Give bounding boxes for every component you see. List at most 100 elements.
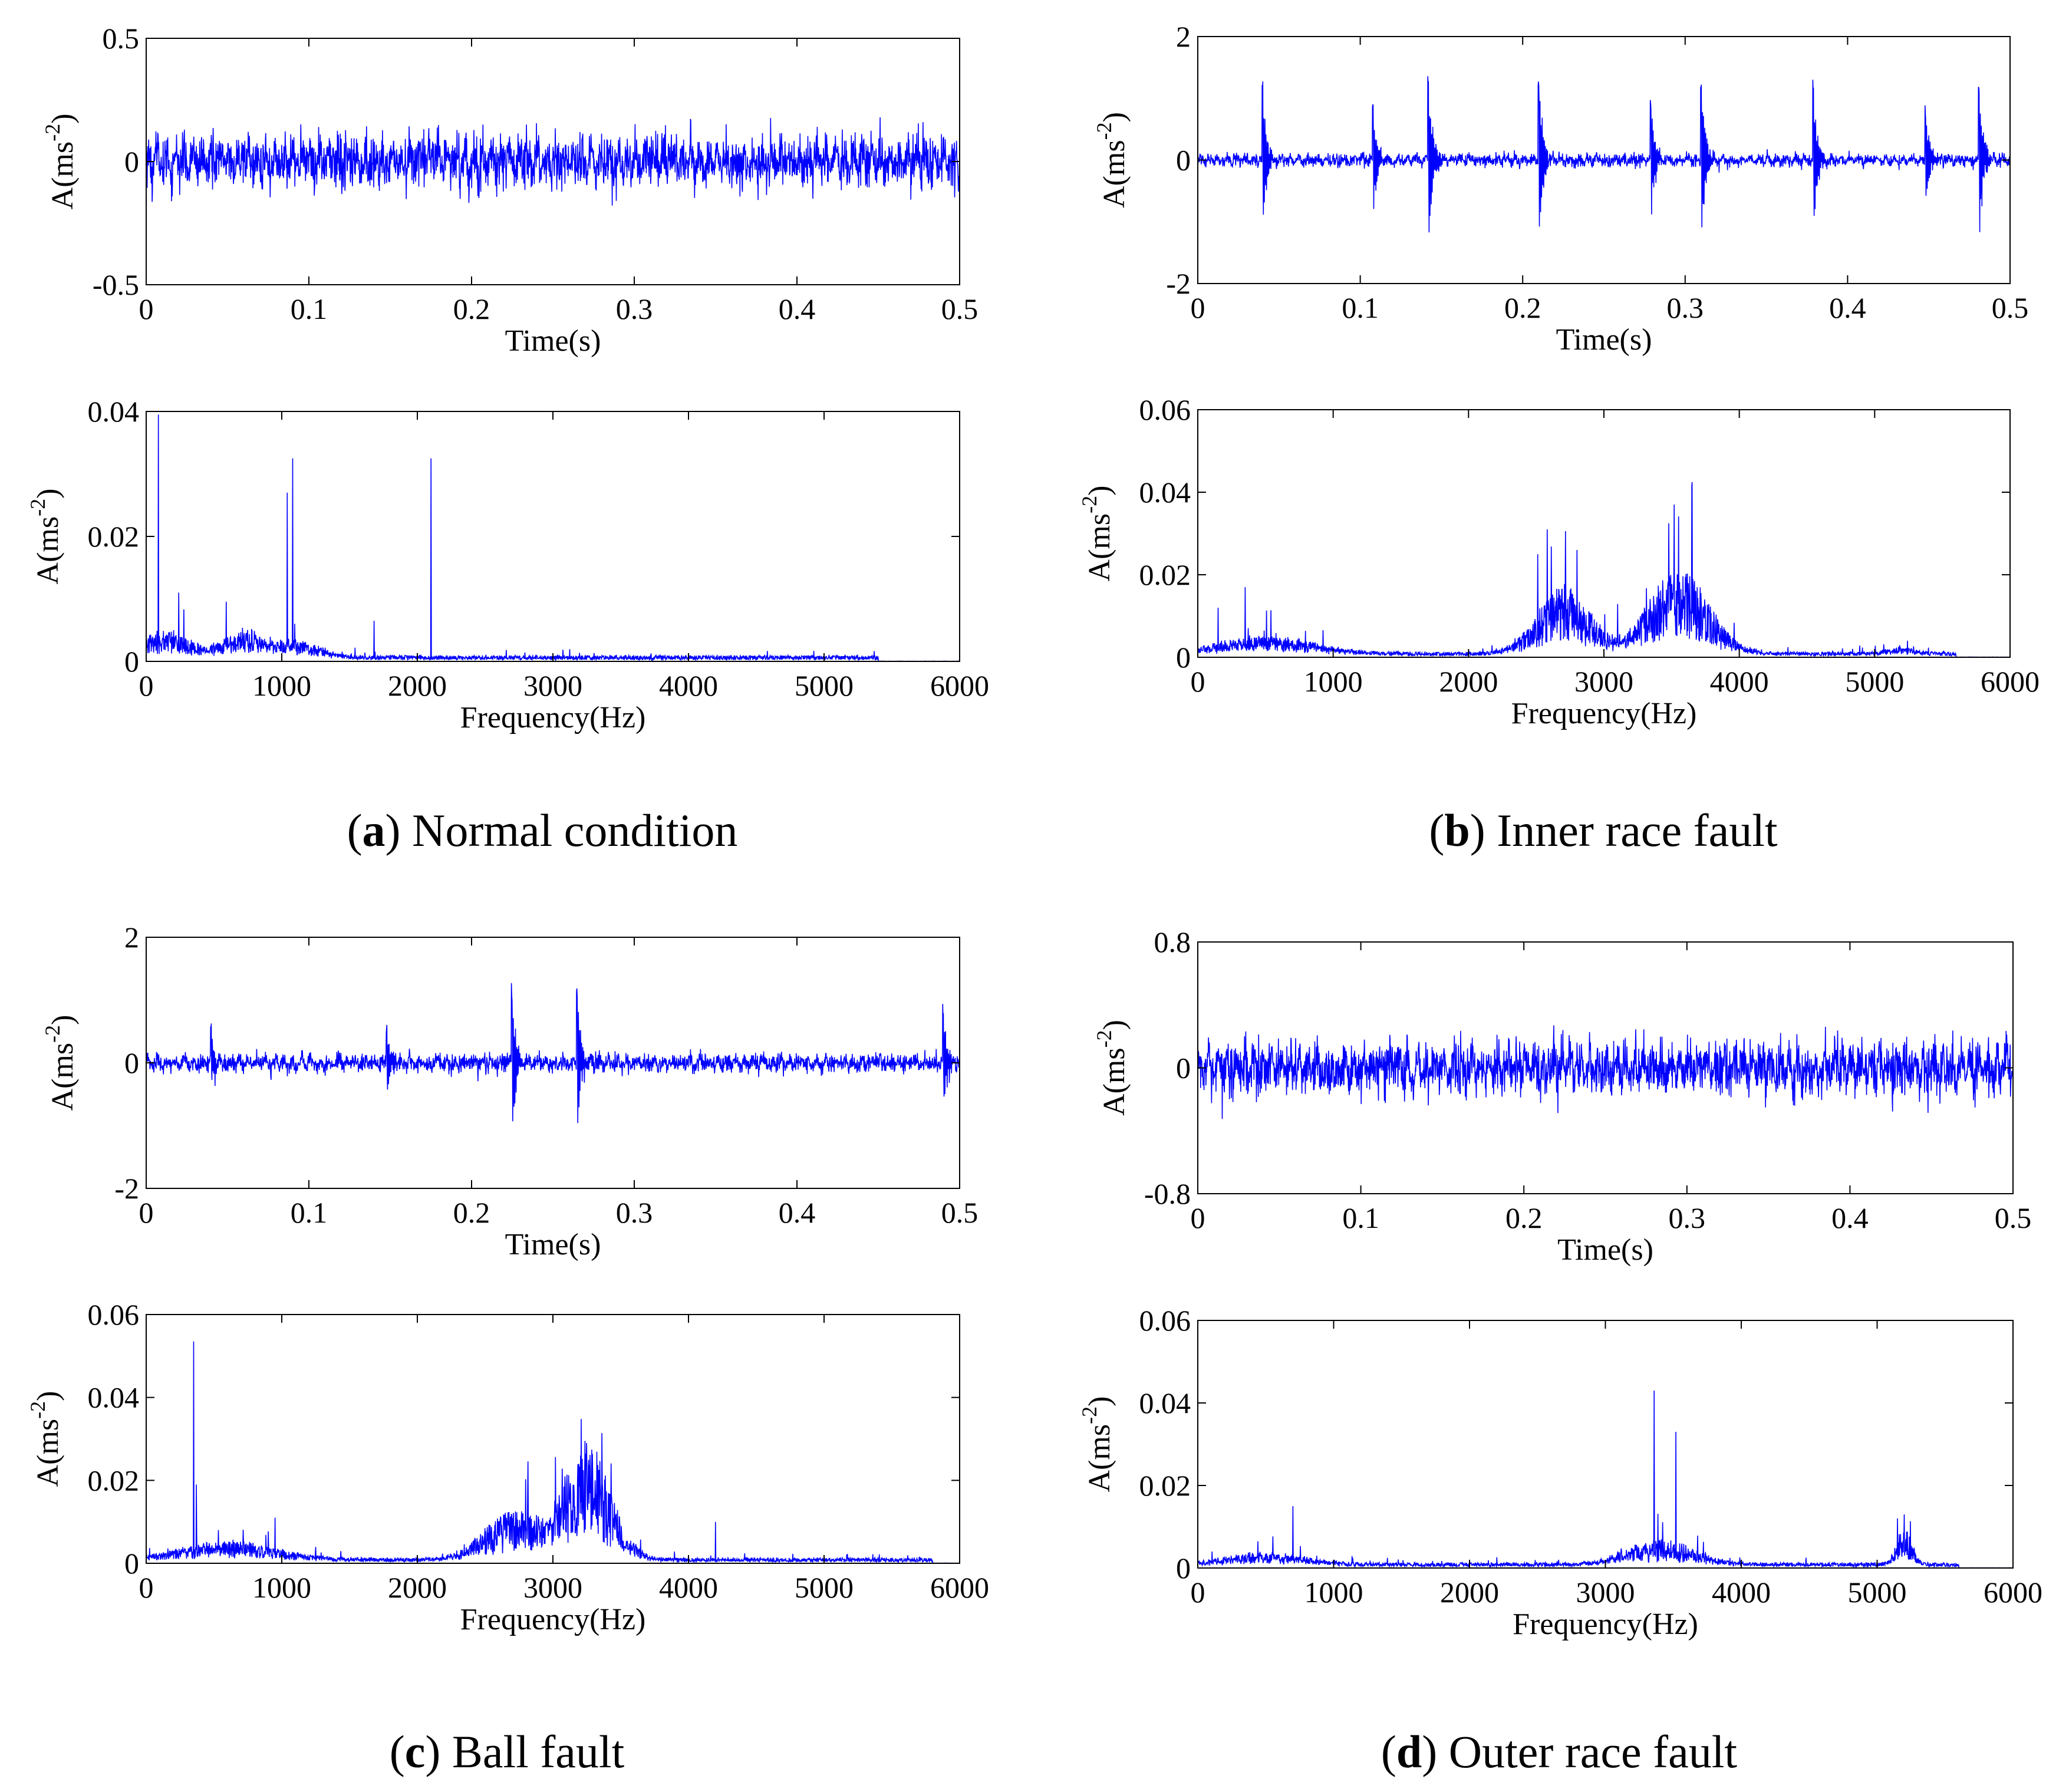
y-tick-label: 2 [1176, 20, 1191, 53]
x-tick-label: 0 [139, 669, 154, 702]
y-tick-label: 0 [124, 145, 139, 178]
plot-c-freq: 0 1000 2000 3000 4000 5000 6000 0 0.02 0.04 0.06 Fr… [26, 1298, 989, 1636]
caption-c-letter: c [405, 1726, 426, 1777]
x-tick-label: 1000 [252, 669, 311, 702]
x-tick-label: 0.2 [453, 292, 490, 325]
y-tick-label: 0 [124, 1046, 139, 1079]
caption-a: (a) Normal condition [347, 805, 738, 856]
x-tick-label: 0 [139, 1571, 154, 1604]
y-tick-label: -2 [1166, 267, 1191, 300]
y-axis-label: A(ms-2) [26, 1391, 65, 1487]
axes-frame-a-freq [146, 411, 960, 662]
x-tick-label: 0 [1191, 1201, 1205, 1234]
x-tick-label: 4000 [1710, 665, 1769, 698]
y-axis-label: A(ms-2) [1092, 1020, 1131, 1116]
y-tick-label: 0.06 [88, 1298, 140, 1331]
y-tick-label: 0.04 [1139, 1386, 1191, 1419]
x-tick-label: 2000 [1440, 1576, 1499, 1609]
signal-trace-a-freq [146, 414, 960, 661]
x-axis-label: Time(s) [505, 324, 601, 358]
x-tick-label: 0.4 [779, 1196, 816, 1229]
caption-d-letter: d [1396, 1726, 1422, 1777]
x-tick-label: 0.2 [453, 1196, 490, 1229]
plot-b-freq: 0 1000 2000 3000 4000 5000 6000 0 0.02 0.04 0.06 Fr… [1078, 393, 2040, 730]
x-tick-label: 0 [139, 292, 154, 325]
x-tick-label: 0.1 [1342, 1201, 1379, 1234]
x-tick-label: 0.2 [1504, 291, 1541, 324]
x-tick-label: 0.5 [941, 292, 979, 325]
x-tick-label: 5000 [1845, 665, 1904, 698]
x-tick-label: 6000 [1981, 665, 2040, 698]
y-axis-label: A(ms-2) [1092, 112, 1131, 208]
x-tick-label: 3000 [523, 669, 582, 702]
x-tick-label: 0.3 [1667, 291, 1704, 324]
x-tick-label: 0.5 [941, 1196, 979, 1229]
x-tick-label: 0.4 [1831, 1201, 1869, 1234]
y-tick-label: 0 [124, 645, 139, 678]
y-tick-label: 0.04 [88, 395, 140, 428]
y-tick-label: -0.5 [93, 268, 139, 301]
signal-trace-c-freq [146, 1341, 960, 1563]
x-tick-label: 1000 [1304, 665, 1363, 698]
x-tick-label: 0 [1191, 665, 1205, 698]
y-axis-label: A(ms-2) [1078, 1396, 1116, 1493]
y-axis-label: A(ms-2) [26, 489, 65, 585]
x-axis-label: Frequency(Hz) [1511, 697, 1697, 730]
x-tick-label: 0.5 [1992, 291, 2029, 324]
x-tick-label: 0 [139, 1196, 154, 1229]
y-tick-label: 0.04 [88, 1381, 140, 1414]
y-axis-label: A(ms-2) [1078, 486, 1116, 582]
x-tick-label: 0.3 [1669, 1201, 1706, 1234]
x-tick-label: 5000 [795, 669, 854, 702]
y-tick-label: -2 [114, 1172, 139, 1205]
signal-trace-d-time [1198, 1025, 2013, 1119]
caption-a-letter: a [363, 805, 386, 856]
caption-c: (c) Ball fault [390, 1726, 625, 1777]
axes-frame-d-freq [1197, 1320, 2014, 1569]
x-tick-label: 0 [1191, 1576, 1205, 1609]
x-tick-label: 3000 [1576, 1576, 1635, 1609]
x-tick-label: 2000 [1439, 665, 1498, 698]
x-tick-label: 0.3 [616, 292, 653, 325]
x-axis-label: Time(s) [505, 1228, 601, 1261]
x-tick-label: 6000 [930, 669, 989, 702]
signal-trace-b-freq [1198, 482, 2010, 657]
x-axis-label: Time(s) [1556, 323, 1652, 357]
x-tick-label: 2000 [388, 669, 447, 702]
x-axis-label: Frequency(Hz) [460, 701, 646, 734]
plot-d-freq: 0 1000 2000 3000 4000 5000 6000 0 0.02 0.04 0.06 Fr… [1078, 1304, 2042, 1641]
y-tick-label: 0.8 [1154, 925, 1191, 958]
signal-trace-d-freq [1198, 1390, 2013, 1568]
x-axis-label: Time(s) [1557, 1233, 1653, 1267]
y-tick-label: 0 [1176, 641, 1191, 674]
x-tick-label: 4000 [659, 669, 718, 702]
x-tick-label: 0.3 [616, 1196, 653, 1229]
plot-a-freq: 0 1000 2000 3000 4000 5000 6000 0 0.02 0.04 Freque… [26, 395, 989, 734]
x-tick-label: 0.4 [779, 292, 816, 325]
caption-b-letter: b [1444, 805, 1470, 856]
x-tick-label: 5000 [1848, 1576, 1907, 1609]
signal-trace-a-time [146, 117, 960, 206]
axes-frame-b-freq [1197, 409, 2011, 658]
y-tick-label: 0 [1176, 1551, 1191, 1585]
caption-b: (b) Inner race fault [1429, 805, 1778, 856]
caption-c-text: Ball fault [440, 1726, 624, 1777]
y-tick-label: 0.02 [1139, 558, 1191, 591]
y-tick-label: 0 [1176, 144, 1191, 177]
x-tick-label: 3000 [1574, 665, 1633, 698]
x-tick-label: 1000 [252, 1571, 311, 1604]
x-tick-label: 0.2 [1505, 1201, 1543, 1234]
y-tick-label: -0.8 [1144, 1177, 1191, 1210]
y-tick-label: 0.5 [103, 22, 140, 55]
caption-d: (d) Outer race fault [1381, 1726, 1738, 1777]
y-tick-label: 0.02 [1139, 1469, 1191, 1502]
x-tick-label: 2000 [388, 1571, 447, 1604]
y-tick-label: 0.04 [1139, 476, 1191, 509]
y-tick-label: 0.06 [1139, 393, 1191, 426]
